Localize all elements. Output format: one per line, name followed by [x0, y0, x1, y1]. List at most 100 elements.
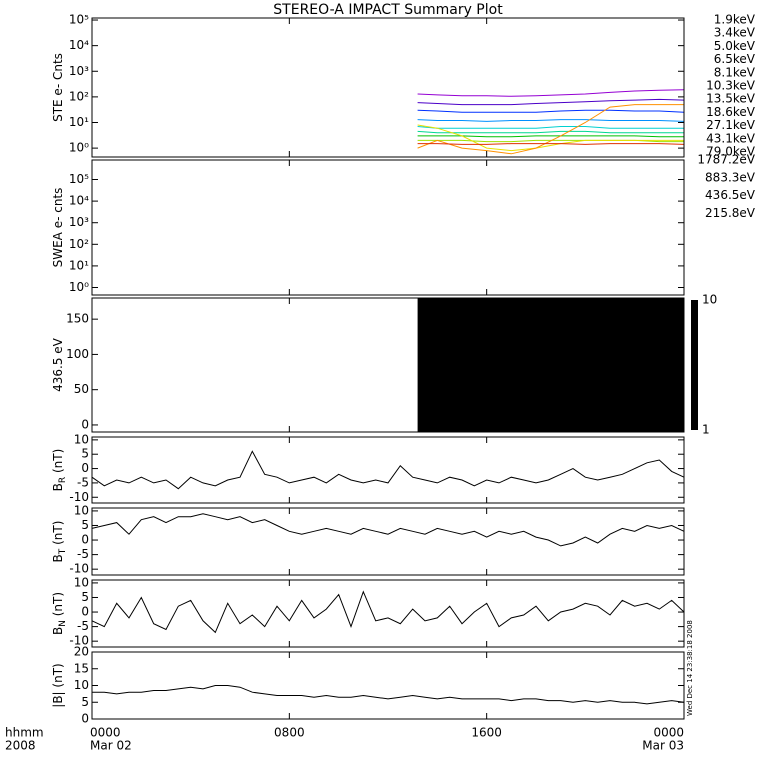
legend-entry: 43.1keV [706, 131, 756, 145]
x-tick-label: 0000 [653, 726, 684, 740]
y-axis-label-sub: N [58, 620, 68, 627]
data-line [417, 98, 685, 106]
y-axis-label-main: B [51, 627, 65, 635]
legend-entry: 3.4keV [714, 26, 756, 40]
y-tick-label: 0 [81, 533, 89, 547]
legend-entry: 13.5keV [706, 92, 756, 106]
year-label: 2008 [5, 739, 36, 753]
data-line [92, 685, 685, 705]
y-tick-label: 50 [74, 382, 89, 396]
y-axis-label-main: |B| (nT) [51, 663, 65, 707]
y-tick-label: 0 [81, 712, 89, 726]
data-line [417, 89, 685, 97]
y-axis-label-unit: (nT) [51, 521, 65, 549]
legend-entry: 883.3eV [705, 170, 756, 184]
y-axis-label-main: B [51, 554, 65, 562]
y-tick-label: 10³ [69, 215, 89, 229]
y-tick-label: 10 [74, 503, 89, 517]
time-unit-label: hhmm [5, 726, 44, 740]
y-tick-label: 0 [81, 605, 89, 619]
y-tick-label: 10⁰ [69, 141, 89, 155]
colorbar [691, 300, 698, 430]
y-tick-label: 100 [66, 347, 89, 361]
y-tick-label: 10⁵ [69, 172, 89, 186]
y-tick-label: 0 [81, 461, 89, 475]
legend-entry: 1787.2eV [697, 153, 755, 167]
data-line [417, 143, 685, 145]
y-tick-label: 10⁴ [69, 38, 89, 52]
y-axis-label-unit: (nT) [51, 592, 65, 620]
y-tick-label: -5 [77, 475, 89, 489]
x-tick-label: 1600 [471, 726, 502, 740]
y-tick-label: -10 [69, 634, 89, 648]
y-axis-label-main: B [51, 483, 65, 491]
data-line [417, 124, 684, 152]
colorbar-tick-label: 10 [702, 293, 717, 307]
data-line [91, 590, 685, 634]
panel-frame [91, 436, 685, 504]
data-line [417, 135, 684, 138]
y-tick-label: 10 [74, 432, 89, 446]
y-axis-label-main: SWEA e- cnts [51, 188, 65, 268]
data-line [91, 513, 685, 547]
y-axis-label: |B| (nT) [51, 663, 65, 707]
legend-entry: 18.6keV [706, 105, 756, 119]
panel-frame [91, 17, 685, 158]
legend-entry: 215.8eV [705, 206, 756, 220]
date-label: Mar 03 [642, 739, 684, 753]
timestamp: Wed Dec 14 23:38:18 2008 [686, 620, 694, 716]
y-tick-label: 20 [74, 645, 89, 659]
legend-entry: 27.1keV [706, 118, 756, 132]
y-axis-label: SWEA e- cnts [51, 188, 65, 268]
data-line [417, 130, 684, 134]
y-tick-label: -5 [77, 619, 89, 633]
panel-frame [91, 159, 685, 296]
y-axis-label-sub: T [58, 548, 68, 555]
y-axis-label: BN (nT) [51, 592, 68, 635]
y-axis-label: 436.5 eV [51, 337, 65, 392]
y-tick-label: -5 [77, 547, 89, 561]
colorbar-tick-label: 1 [702, 423, 710, 437]
y-tick-label: 0 [81, 417, 89, 431]
legend-entry: 5.0keV [714, 39, 756, 53]
date-label: Mar 02 [90, 739, 132, 753]
y-axis-label-sub: R [58, 477, 68, 483]
y-tick-label: 10 [74, 575, 89, 589]
data-line [417, 104, 684, 155]
y-tick-label: 5 [81, 590, 89, 604]
panel-frame [91, 297, 685, 433]
y-tick-label: 10¹ [69, 258, 89, 272]
y-tick-label: 10² [69, 89, 89, 103]
y-tick-label: 5 [81, 518, 89, 532]
x-tick-label: 0000 [90, 726, 121, 740]
y-tick-label: 10³ [69, 64, 89, 78]
y-tick-label: 10² [69, 237, 89, 251]
x-tick-label: 0800 [274, 726, 305, 740]
y-axis-label: BR (nT) [51, 449, 68, 492]
y-tick-label: 10⁴ [69, 194, 89, 208]
legend-entry: 1.9keV [714, 13, 756, 27]
y-tick-label: -10 [69, 562, 89, 576]
y-tick-label: 10⁵ [69, 13, 89, 27]
plot-title: STEREO-A IMPACT Summary Plot [273, 2, 503, 18]
y-axis-label: STE e- Cnts [51, 53, 65, 122]
y-tick-label: 5 [81, 447, 89, 461]
y-tick-label: 150 [66, 312, 89, 326]
panel-frame [91, 579, 685, 648]
legend-entry: 436.5eV [705, 188, 756, 202]
y-tick-label: 5 [81, 695, 89, 709]
legend-entry: 79.0keV [706, 145, 756, 159]
y-tick-label: 10¹ [69, 115, 89, 129]
y-axis-label-unit: (nT) [51, 449, 65, 477]
y-tick-label: 10⁰ [69, 280, 89, 294]
y-axis-label-main: 436.5 eV [51, 337, 65, 392]
y-axis-label: BT (nT) [51, 521, 68, 563]
legend-entry: 8.1keV [714, 65, 756, 79]
data-line [417, 126, 684, 129]
y-tick-label: 10 [74, 678, 89, 692]
panel-frame [91, 507, 685, 576]
y-tick-label: -10 [69, 490, 89, 504]
spectrogram-cell [417, 298, 684, 432]
y-tick-label: 15 [74, 661, 89, 675]
